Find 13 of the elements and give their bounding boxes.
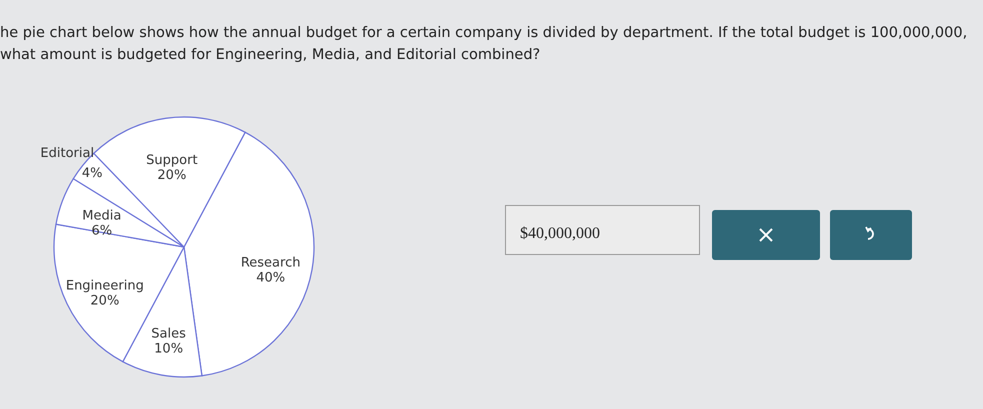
data-label: 40% xyxy=(256,270,286,286)
slice-label: Engineering xyxy=(66,278,144,294)
slice-label: Media xyxy=(82,208,122,224)
slice-label: Research xyxy=(240,255,300,270)
text: $40,000,000 xyxy=(505,205,700,255)
data-label: 20% xyxy=(157,168,186,183)
text: he pie chart below shows how the annual budget for a certain company is divided by department. If the total budget is 100,000,000, what amount is budgeted for Engineering, Media, and Editorial combined? xyxy=(0,24,968,65)
data-label: 20% xyxy=(90,293,120,308)
slice-label: Support xyxy=(146,152,198,168)
slice-label: Editorial xyxy=(40,146,94,161)
slice-label: Sales xyxy=(151,326,186,342)
data-label: 4% xyxy=(82,166,102,181)
data-label: 10% xyxy=(154,342,184,357)
